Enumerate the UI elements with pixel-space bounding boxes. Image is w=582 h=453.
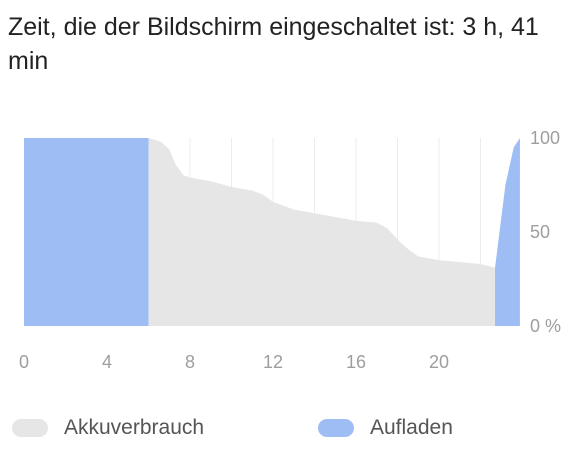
- legend-label-charging: Aufladen: [370, 416, 453, 439]
- charging-area-1: [495, 138, 520, 326]
- x-tick-label: 4: [102, 352, 112, 372]
- usage-area: [148, 138, 496, 326]
- x-tick-label: 0: [19, 352, 29, 372]
- x-tick-label: 8: [185, 352, 195, 372]
- usage-swatch-icon: [12, 419, 48, 437]
- x-tick-label: 16: [346, 352, 366, 372]
- chart-legend: Akkuverbrauch Aufladen: [0, 408, 582, 448]
- charging-swatch-icon: [318, 419, 354, 437]
- screen-time-title: Zeit, die der Bildschirm eingeschaltet i…: [8, 13, 539, 75]
- y-tick-label: 100: [530, 128, 560, 148]
- x-tick-label: 12: [263, 352, 283, 372]
- legend-label-usage: Akkuverbrauch: [64, 416, 205, 439]
- legend-item-usage: Akkuverbrauch: [12, 408, 204, 448]
- x-tick-label: 20: [429, 352, 449, 372]
- battery-chart: 0 4 8 12 16 20 100 50 0 %: [0, 100, 582, 390]
- battery-chart-svg: 0 4 8 12 16 20 100 50 0 %: [19, 128, 561, 372]
- charging-area-0: [24, 138, 149, 326]
- y-tick-label: 50: [530, 222, 550, 242]
- legend-item-charging: Aufladen: [318, 408, 453, 448]
- y-tick-label: 0 %: [530, 316, 561, 336]
